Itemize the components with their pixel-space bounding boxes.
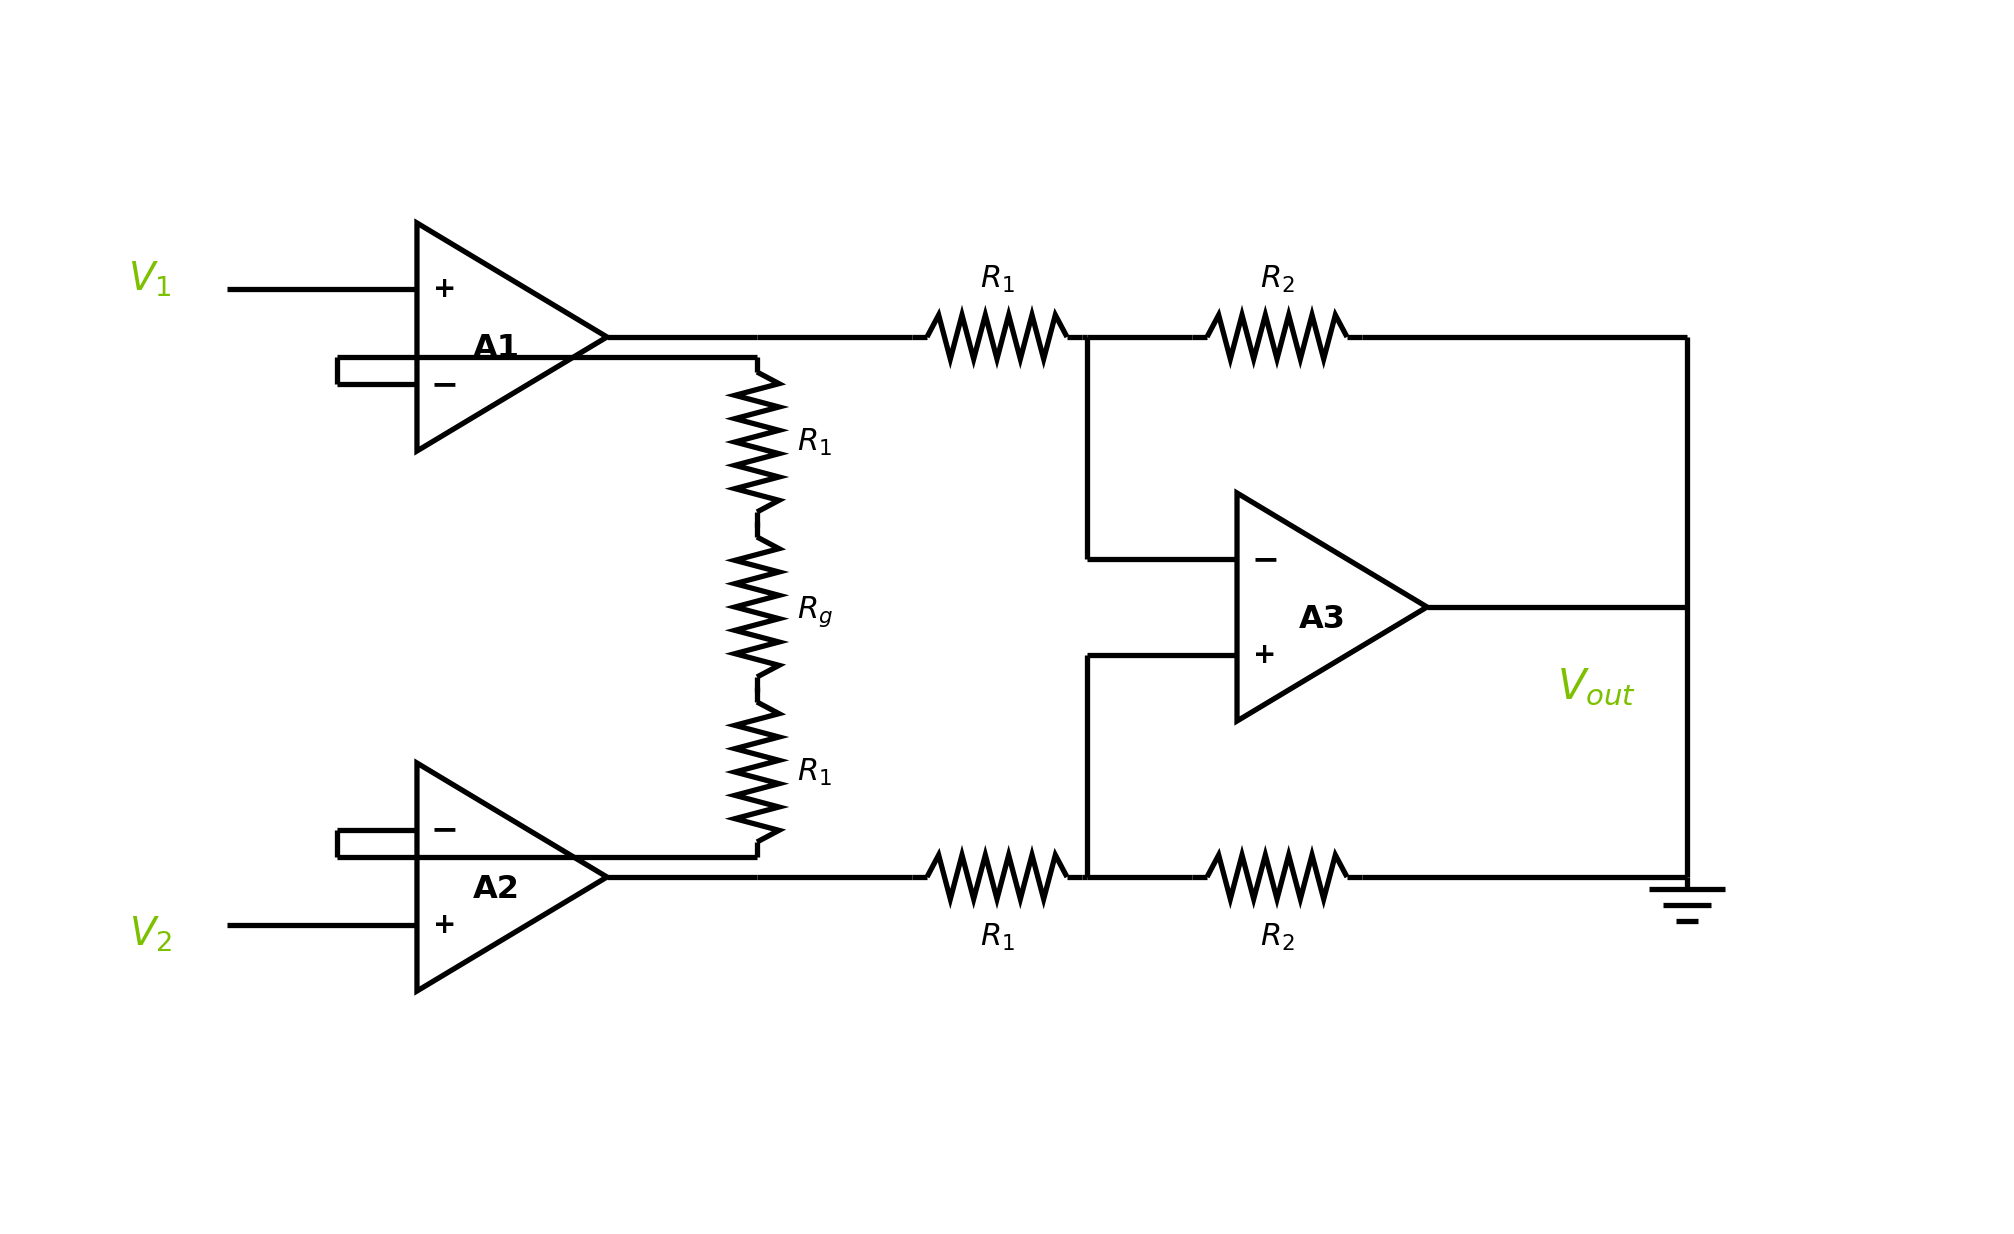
Text: $R_1$: $R_1$ [798,427,832,458]
Text: $R_2$: $R_2$ [1259,922,1295,953]
Text: +: + [433,275,457,304]
Text: −: − [431,368,459,401]
Text: +: + [433,911,457,939]
Text: −: − [1251,543,1279,576]
Text: $R_1$: $R_1$ [798,756,832,787]
Text: $R_1$: $R_1$ [979,264,1015,295]
Text: A1: A1 [473,333,520,364]
Text: $R_2$: $R_2$ [1259,264,1295,295]
Text: +: + [1253,640,1277,669]
Text: $R_g$: $R_g$ [798,595,834,629]
Text: A3: A3 [1299,603,1345,634]
Text: $V_1$: $V_1$ [129,260,171,299]
Text: $R_1$: $R_1$ [979,922,1015,953]
Text: −: − [431,813,459,847]
Text: $V_{out}$: $V_{out}$ [1557,666,1635,708]
Text: $V_2$: $V_2$ [129,914,171,954]
Text: A2: A2 [473,874,520,905]
